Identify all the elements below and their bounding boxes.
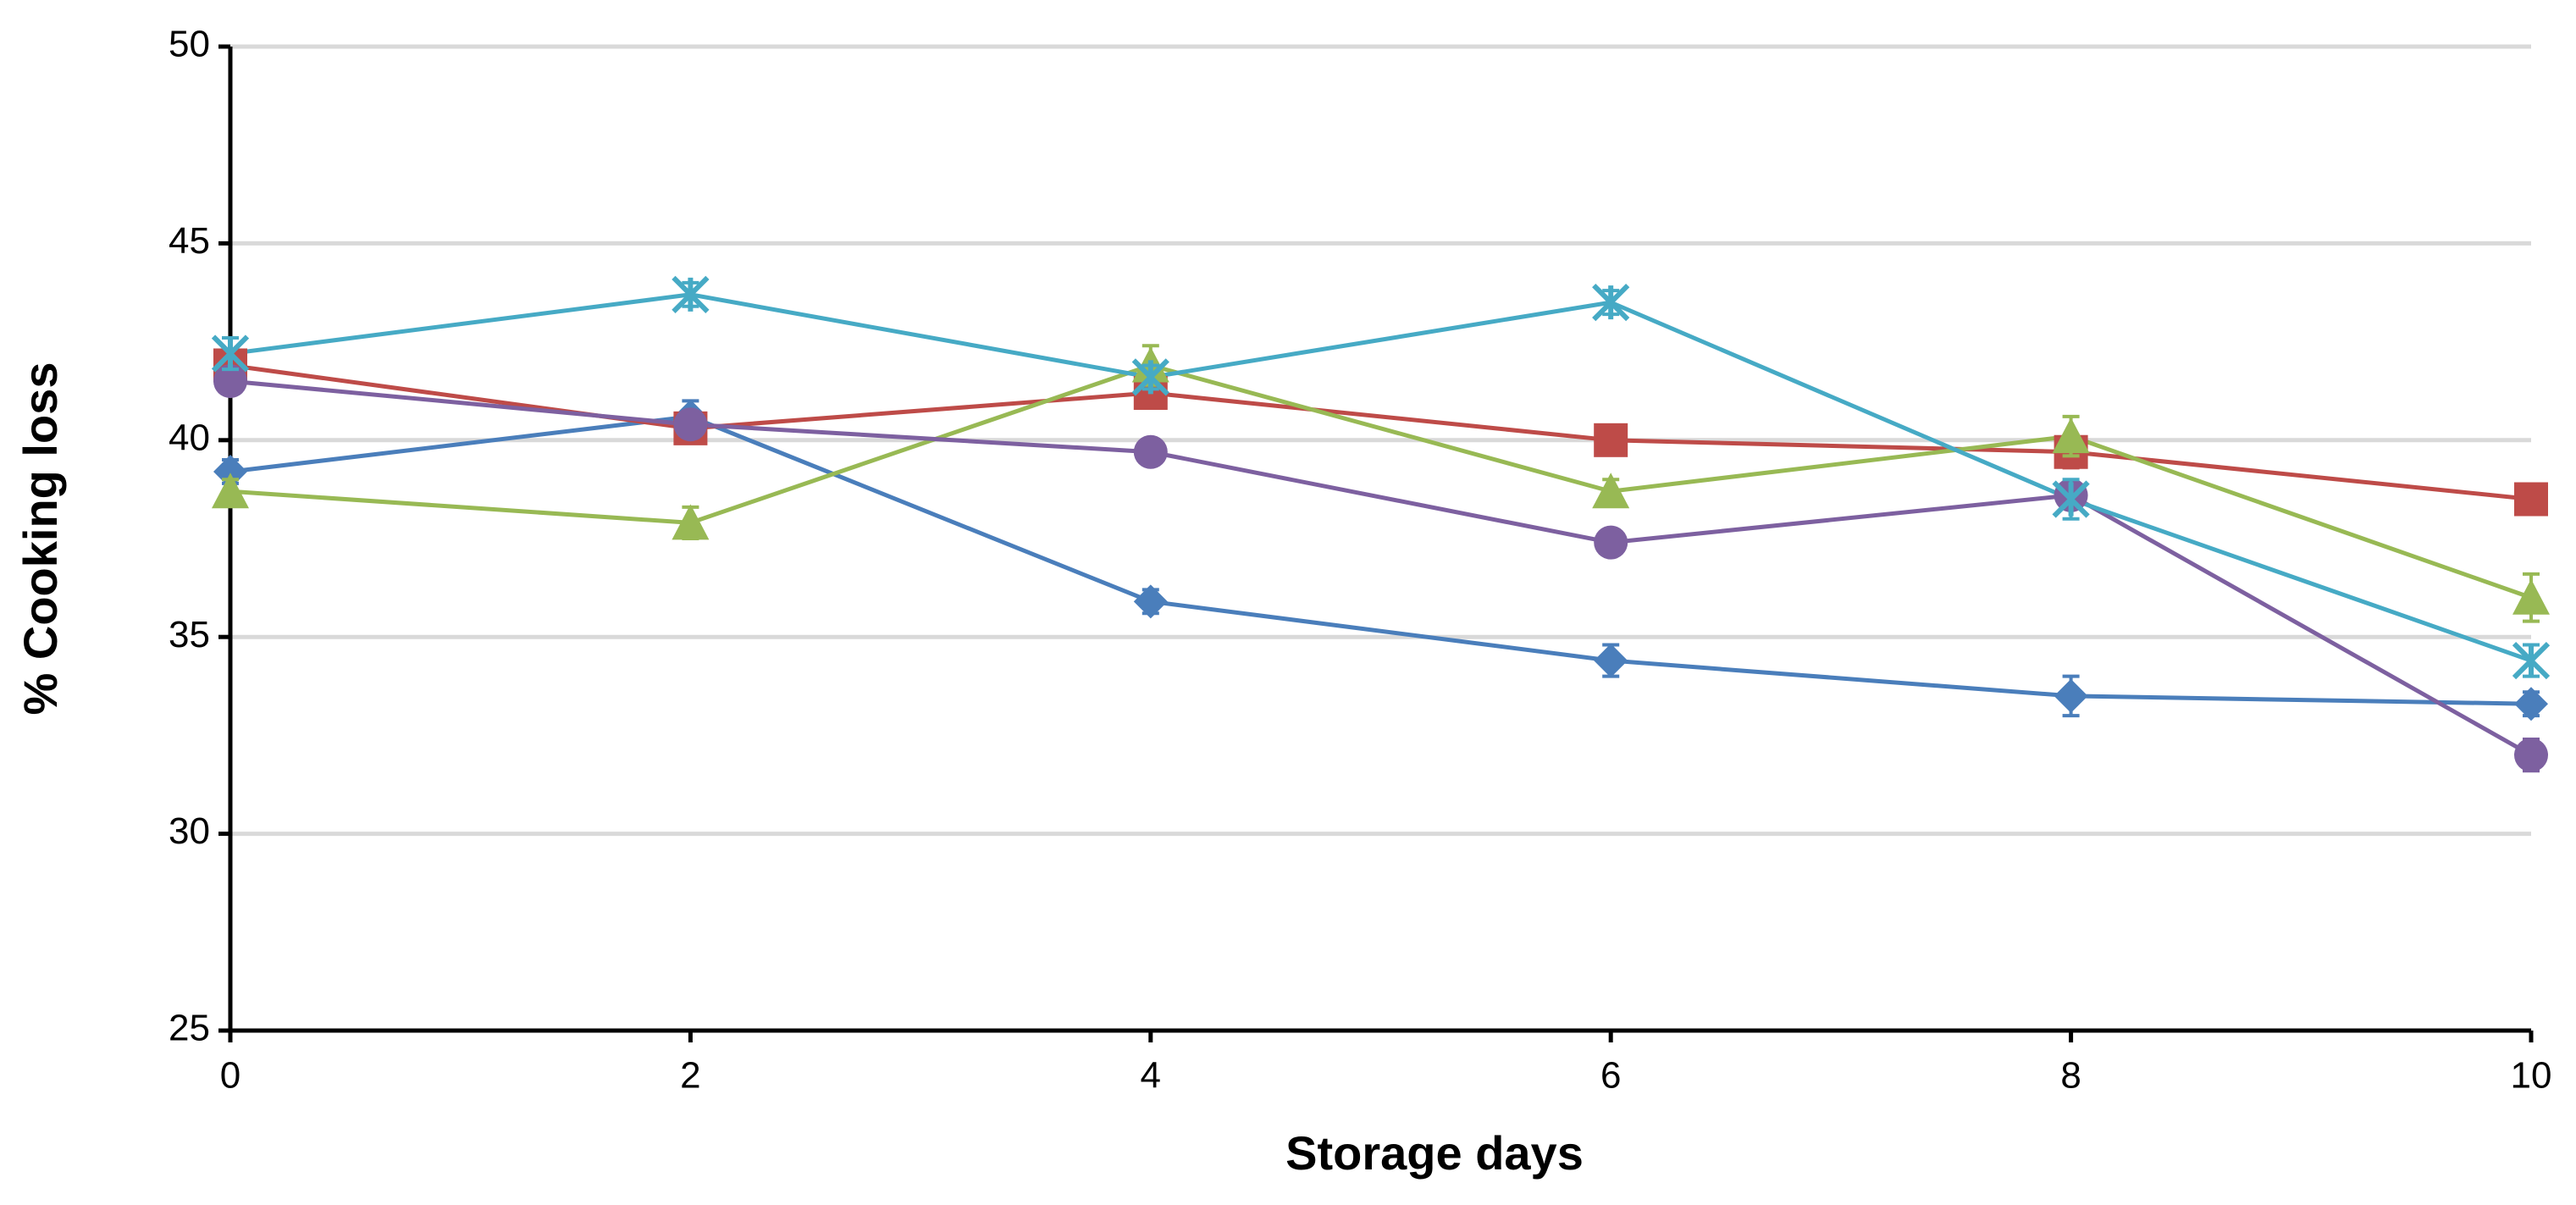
marker <box>1131 358 1169 396</box>
marker <box>1594 644 1628 678</box>
marker <box>2054 678 2088 713</box>
y-tick-label: 50 <box>169 24 210 65</box>
marker <box>672 275 710 313</box>
marker <box>1592 473 1630 509</box>
series-line <box>229 292 2532 663</box>
series-line <box>229 414 2532 706</box>
y-axis-title: % Cooking loss <box>14 362 67 716</box>
marker <box>1594 525 1628 560</box>
marker <box>1592 283 1630 322</box>
y-tick-label: 40 <box>169 417 210 458</box>
marker <box>1594 423 1628 457</box>
x-axis-title: Storage days <box>1285 1126 1584 1180</box>
marker <box>211 334 250 373</box>
y-tick-label: 25 <box>169 1008 210 1049</box>
marker <box>2514 738 2548 772</box>
marker <box>213 364 247 399</box>
marker <box>2512 578 2550 615</box>
marker <box>212 473 249 509</box>
y-tick-label: 30 <box>169 810 210 852</box>
x-tick-label: 6 <box>1600 1055 1621 1097</box>
x-tick-label: 10 <box>2511 1055 2552 1097</box>
marker <box>2052 480 2090 518</box>
x-tick-label: 2 <box>680 1055 700 1097</box>
x-tick-label: 4 <box>1141 1055 1161 1097</box>
marker <box>673 407 708 442</box>
y-tick-label: 45 <box>169 220 210 262</box>
marker <box>2052 417 2090 454</box>
x-tick-label: 8 <box>2060 1055 2081 1097</box>
marker <box>672 504 710 540</box>
marker <box>1133 434 1168 469</box>
marker <box>2514 482 2548 517</box>
series-line <box>229 379 2533 757</box>
marker <box>2512 641 2551 680</box>
y-tick-label: 35 <box>169 614 210 655</box>
x-tick-label: 0 <box>220 1055 240 1097</box>
series-line <box>229 362 2532 600</box>
marker <box>2514 687 2548 721</box>
marker <box>1133 584 1168 619</box>
